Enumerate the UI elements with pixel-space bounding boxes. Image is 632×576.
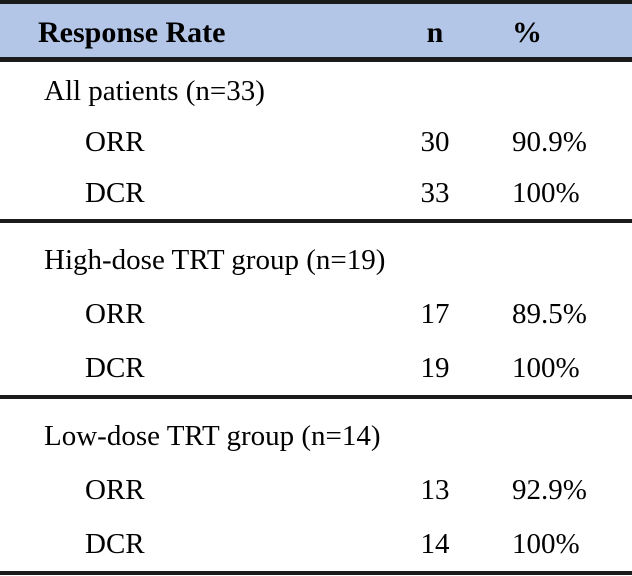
table-row-orr: ORR 30 90.9% (0, 117, 632, 168)
table-header-row: Response Rate n % (0, 0, 632, 62)
cell-label: ORR (85, 297, 145, 330)
cell-label: ORR (85, 126, 145, 158)
table-row-orr: ORR 17 89.5% (0, 287, 632, 341)
cell-label: ORR (85, 473, 145, 506)
section-low-dose-trt: Low-dose TRT group (n=14) ORR 13 92.9% D… (0, 399, 632, 575)
section-all-patients: All patients (n=33) ORR 30 90.9% DCR 33 … (0, 62, 632, 223)
table-row-dcr: DCR 14 100% (0, 517, 632, 571)
cell-n: 33 (420, 177, 450, 209)
section-title: All patients (n=33) (44, 75, 265, 107)
section-title-row: Low-dose TRT group (n=14) (0, 409, 632, 463)
section-title: High-dose TRT group (n=19) (44, 243, 386, 276)
cell-label: DCR (85, 177, 145, 209)
cell-n: 14 (420, 527, 450, 560)
cell-n: 30 (420, 126, 450, 158)
cell-percent: 92.9% (512, 473, 587, 506)
table-row-dcr: DCR 19 100% (0, 341, 632, 395)
cell-n: 19 (420, 351, 450, 384)
column-header-percent: % (512, 16, 542, 49)
section-title: Low-dose TRT group (n=14) (44, 419, 381, 452)
section-high-dose-trt: High-dose TRT group (n=19) ORR 17 89.5% … (0, 223, 632, 399)
table-row-dcr: DCR 33 100% (0, 168, 632, 219)
cell-percent: 89.5% (512, 297, 587, 330)
cell-n: 17 (420, 297, 450, 330)
section-title-row: All patients (n=33) (0, 66, 632, 117)
cell-label: DCR (85, 351, 145, 384)
cell-label: DCR (85, 527, 145, 560)
cell-percent: 90.9% (512, 126, 587, 158)
cell-percent: 100% (512, 351, 580, 384)
cell-percent: 100% (512, 527, 580, 560)
table-row-orr: ORR 13 92.9% (0, 463, 632, 517)
cell-percent: 100% (512, 177, 580, 209)
column-header-response-rate: Response Rate (38, 16, 226, 49)
cell-n: 13 (420, 473, 450, 506)
section-title-row: High-dose TRT group (n=19) (0, 233, 632, 287)
column-header-n: n (426, 16, 444, 49)
